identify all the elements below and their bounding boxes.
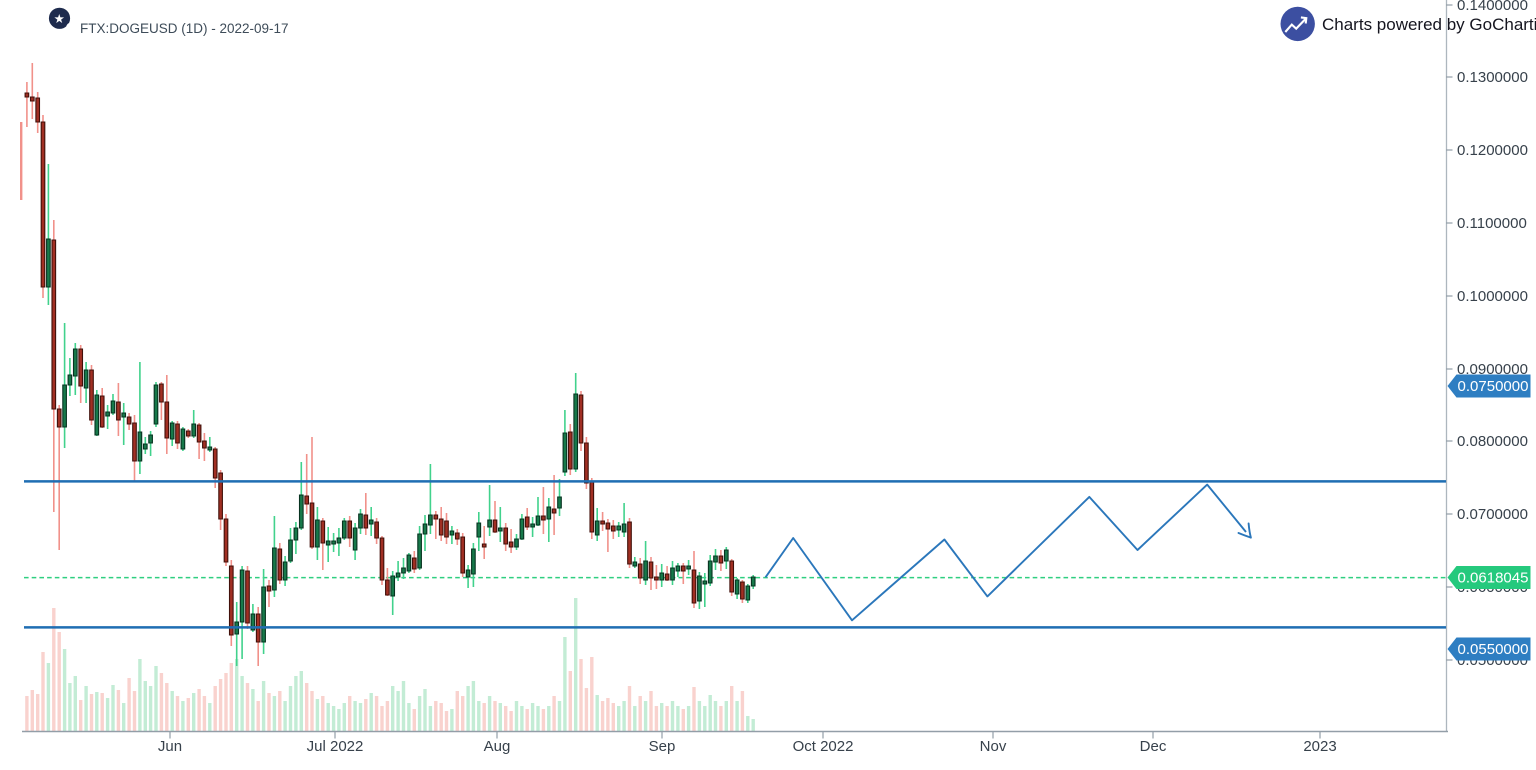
svg-text:0.1200000: 0.1200000 (1457, 142, 1528, 159)
svg-text:Aug: Aug (484, 738, 511, 755)
svg-text:Jun: Jun (158, 738, 182, 755)
svg-text:0.0550000: 0.0550000 (1458, 641, 1529, 658)
svg-text:0.1100000: 0.1100000 (1457, 215, 1527, 232)
svg-text:0.1400000: 0.1400000 (1457, 0, 1528, 14)
svg-text:Oct 2022: Oct 2022 (793, 738, 854, 755)
svg-text:0.0700000: 0.0700000 (1457, 506, 1528, 523)
svg-text:0.0750000: 0.0750000 (1458, 378, 1529, 395)
svg-text:Dec: Dec (1140, 738, 1167, 755)
svg-text:Nov: Nov (980, 738, 1007, 755)
svg-text:FTX:DOGEUSD (1D) - 2022-09-17: FTX:DOGEUSD (1D) - 2022-09-17 (80, 21, 289, 36)
svg-text:★: ★ (54, 12, 65, 26)
svg-text:0.1300000: 0.1300000 (1457, 69, 1528, 86)
svg-text:2023: 2023 (1303, 738, 1336, 755)
svg-text:0.0800000: 0.0800000 (1457, 433, 1528, 450)
svg-text:0.1000000: 0.1000000 (1457, 288, 1528, 305)
svg-text:0.0900000: 0.0900000 (1457, 361, 1528, 378)
svg-text:Sep: Sep (649, 738, 676, 755)
svg-text:Charts powered by GoCharting: Charts powered by GoCharting (1322, 15, 1536, 34)
svg-text:0.0618045: 0.0618045 (1458, 570, 1529, 587)
svg-text:Jul 2022: Jul 2022 (307, 738, 364, 755)
